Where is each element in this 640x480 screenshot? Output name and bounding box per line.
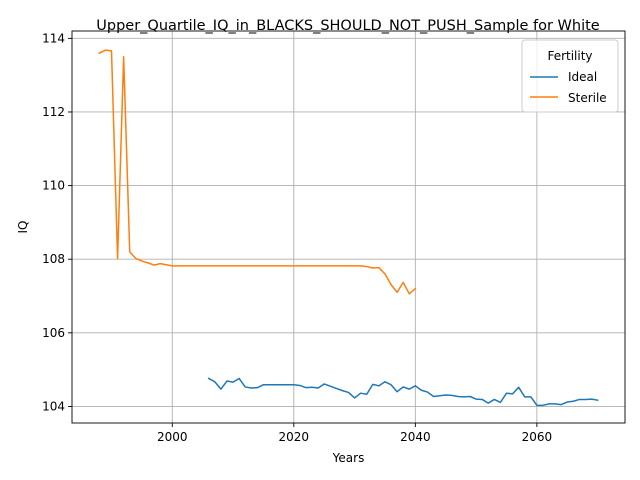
data-series bbox=[98, 49, 599, 407]
x-tick-label: 2000 bbox=[157, 430, 188, 444]
grid-lines bbox=[72, 31, 625, 423]
legend-title: Fertility bbox=[547, 49, 592, 63]
y-tick-label: 106 bbox=[42, 326, 65, 340]
legend-box bbox=[521, 39, 619, 113]
legend: Fertility Ideal Sterile bbox=[521, 39, 619, 113]
y-axis-label: IQ bbox=[16, 221, 30, 234]
series-line-ideal bbox=[207, 377, 599, 407]
axis-ticks: 2000 2020 2040 2060 104 106 108 110 112 114 bbox=[42, 31, 552, 444]
y-tick-label: 114 bbox=[42, 31, 65, 45]
x-tick-label: 2040 bbox=[400, 430, 431, 444]
x-tick-label: 2020 bbox=[279, 430, 310, 444]
x-tick-label: 2060 bbox=[522, 430, 553, 444]
x-axis-label: Years bbox=[332, 451, 365, 465]
series-line-sterile bbox=[98, 49, 417, 295]
y-tick-label: 112 bbox=[42, 105, 65, 119]
chart-title: Upper_Quartile_IQ_in_BLACKS_SHOULD_NOT_P… bbox=[96, 18, 600, 34]
legend-label-sterile: Sterile bbox=[568, 91, 607, 105]
plot-frame bbox=[71, 30, 626, 424]
y-tick-label: 110 bbox=[42, 179, 65, 193]
y-tick-label: 108 bbox=[42, 252, 65, 266]
y-tick-label: 104 bbox=[42, 399, 65, 413]
legend-label-ideal: Ideal bbox=[568, 70, 597, 84]
